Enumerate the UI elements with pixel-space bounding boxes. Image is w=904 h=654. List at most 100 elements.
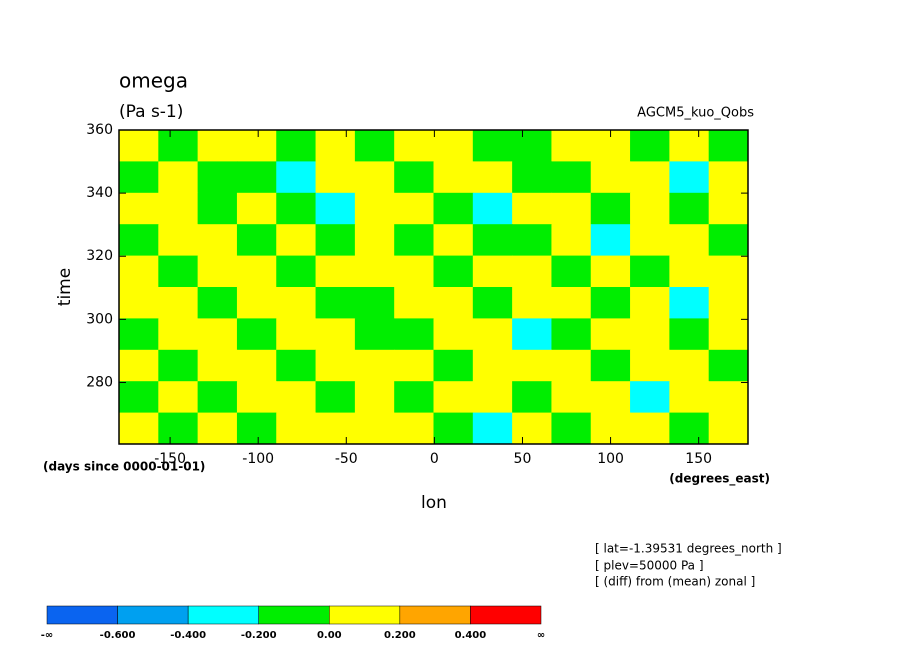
colorbar-label: -0.400 xyxy=(170,630,206,641)
contour-cell xyxy=(669,224,710,257)
y-units: (days since 0000-01-01) xyxy=(43,460,205,474)
contour-cell xyxy=(590,349,631,382)
contour-cell xyxy=(315,412,356,445)
contour-cell xyxy=(472,255,513,288)
y-tick-label: 300 xyxy=(86,311,113,327)
contour-cell xyxy=(354,255,395,288)
contour-cell xyxy=(669,130,710,162)
contour-cell xyxy=(433,318,474,351)
contour-cell xyxy=(236,161,277,194)
contour-cell xyxy=(236,287,277,319)
contour-cell xyxy=(472,161,513,194)
contour-cell xyxy=(551,192,592,225)
contour-cell xyxy=(512,287,552,319)
contour-cell xyxy=(158,287,199,319)
contour-cell xyxy=(551,255,592,288)
contour-cell xyxy=(236,318,277,351)
colorbar-label: -∞ xyxy=(41,630,53,641)
contour-cell xyxy=(119,318,159,351)
contour-cell xyxy=(472,130,513,162)
colorbar-label: 0.200 xyxy=(384,630,416,641)
units: (Pa s-1) xyxy=(119,102,183,122)
contour-cell xyxy=(433,255,474,288)
contour-cell xyxy=(158,318,199,351)
contour-cell xyxy=(236,412,277,445)
contour-cell xyxy=(551,161,592,194)
colorbar-swatch xyxy=(329,605,401,625)
plot-frame xyxy=(118,129,749,445)
note: [ plev=50000 Pa ] xyxy=(595,559,704,573)
contour-cell xyxy=(158,161,199,194)
contour-cell xyxy=(590,287,631,319)
contour-cell xyxy=(276,192,317,225)
x-tick-label: 150 xyxy=(685,451,712,467)
contour-cell xyxy=(119,349,159,382)
contour-cell xyxy=(630,192,670,225)
contour-cell xyxy=(315,192,356,225)
contour-cell xyxy=(354,161,395,194)
contour-cell xyxy=(394,130,434,162)
contour-cell xyxy=(236,192,277,225)
colorbar-label: 0.400 xyxy=(455,630,487,641)
contour-cell xyxy=(354,349,395,382)
contour-cell xyxy=(630,161,670,194)
contour-cell xyxy=(669,287,710,319)
contour-cell xyxy=(590,192,631,225)
contour-cell xyxy=(630,318,670,351)
colorbar-label: -0.600 xyxy=(100,630,136,641)
contour-cell xyxy=(158,255,199,288)
contour-cell xyxy=(394,412,434,445)
contour-cell xyxy=(158,349,199,382)
contour-cell xyxy=(394,224,434,257)
contour-cell xyxy=(433,224,474,257)
contour-cell xyxy=(394,318,434,351)
contour-cell xyxy=(669,412,710,445)
contour-cell xyxy=(630,130,670,162)
x-tick-label: 100 xyxy=(597,451,624,467)
y-tick-label: 360 xyxy=(86,122,113,138)
contour-cell xyxy=(433,287,474,319)
contour-cell xyxy=(630,412,670,445)
note: [ lat=-1.39531 degrees_north ] xyxy=(595,542,782,556)
contour-cell xyxy=(472,287,513,319)
dataset: AGCM5_kuo_Qobs xyxy=(637,106,754,121)
contour-cell xyxy=(394,161,434,194)
contour-cell xyxy=(354,130,395,162)
contour-cell xyxy=(236,224,277,257)
contour-cell xyxy=(630,287,670,319)
contour-cell xyxy=(315,287,356,319)
contour-cell xyxy=(551,318,592,351)
contour-cell xyxy=(512,192,552,225)
contour-cell xyxy=(394,349,434,382)
contour-cell xyxy=(315,130,356,162)
contour-cell xyxy=(119,224,159,257)
contour-cell xyxy=(551,287,592,319)
contour-cell xyxy=(512,161,552,194)
contour-cell xyxy=(276,381,317,414)
contour-cell xyxy=(669,381,710,414)
contour-cell xyxy=(590,161,631,194)
contour-cell xyxy=(472,192,513,225)
contour-cell xyxy=(354,287,395,319)
contour-cell xyxy=(433,412,474,445)
contour-cell xyxy=(276,318,317,351)
contour-cell xyxy=(669,318,710,351)
contour-cell xyxy=(197,349,238,382)
y-tick-label: 280 xyxy=(86,374,113,390)
contour-cell xyxy=(158,381,199,414)
contour-cell xyxy=(315,161,356,194)
contour-cell xyxy=(236,349,277,382)
contour-cell xyxy=(433,381,474,414)
contour-cell xyxy=(158,192,199,225)
contour-cell xyxy=(158,412,199,445)
contour-cell xyxy=(354,412,395,445)
contour-cell xyxy=(669,192,710,225)
contour-cell xyxy=(119,412,159,445)
colorbar-label: ∞ xyxy=(537,630,545,641)
contour-cell xyxy=(669,161,710,194)
contour-cell xyxy=(236,381,277,414)
contour-cell xyxy=(276,255,317,288)
contour-cell xyxy=(512,349,552,382)
contour-cell xyxy=(197,130,238,162)
contour-cell xyxy=(512,381,552,414)
